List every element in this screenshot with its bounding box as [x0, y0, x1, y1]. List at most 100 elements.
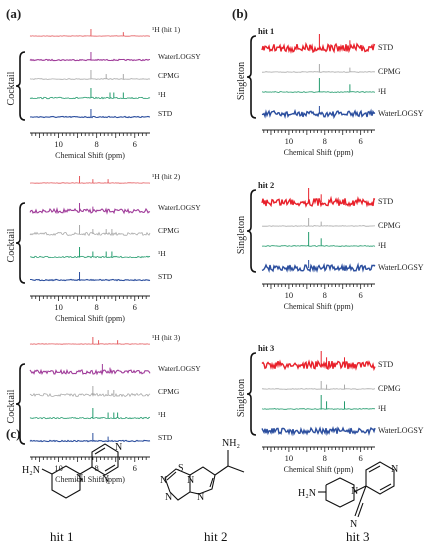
panel-a1: ¹H (hit 1) WaterLOGSY CPMG ¹H STD Cocktail 10 8… — [6, 25, 201, 160]
b1-h1-trace-baseline — [261, 91, 376, 93]
b1-waterlogsy-label: WaterLOGSY — [378, 109, 424, 118]
a2-h1-trace-baseline — [29, 255, 151, 259]
b2-tick-label-6: 6 — [359, 290, 363, 300]
a2-x-label: Chemical Shift (ppm) — [55, 314, 125, 323]
b1-h1-label: ¹H — [378, 87, 386, 96]
b1-tick-label-10: 10 — [285, 136, 294, 146]
hit1-amine-label: H₂N — [22, 465, 40, 476]
b2-tick-label-8: 8 — [323, 290, 327, 300]
panel-a3: ¹H (hit 3) WaterLOGSY CPMG ¹H STD Cocktail 10 8… — [6, 333, 201, 484]
a2-tick-label-10: 10 — [54, 302, 63, 312]
hit3-name: hit 3 — [346, 529, 369, 544]
structure-hit2 — [164, 450, 245, 501]
panel-a2: ¹H (hit 2) WaterLOGSY CPMG ¹H STD Cocktail 10 8… — [6, 172, 201, 323]
a1-tick-label-10: 10 — [54, 139, 63, 149]
b1-tick-label-8: 8 — [323, 136, 327, 146]
a3-h1-trace-baseline — [29, 416, 151, 420]
a3-cpmg-label: CPMG — [158, 387, 180, 396]
panel-b2: STD CPMG ¹H WaterLOGSY hit 2 Singleton 10 8 6 Che… — [236, 180, 424, 311]
a3-ref-label: ¹H (hit 3) — [152, 333, 181, 342]
b1-group-label: Singleton — [236, 62, 247, 100]
b1-cpmg-label: CPMG — [378, 67, 401, 76]
b3-tick-label-8: 8 — [323, 453, 327, 463]
b3-waterlogsy-trace-baseline — [261, 426, 376, 437]
a1-cpmg-label: CPMG — [158, 71, 180, 80]
a3-waterlogsy-label: WaterLOGSY — [158, 364, 201, 373]
a1-h1-trace-baseline — [29, 96, 151, 100]
a1-h1-label: ¹H — [158, 90, 166, 99]
hit1-n2-label: N — [115, 442, 122, 453]
a3-h1-label: ¹H — [158, 410, 166, 419]
b3-cpmg-label: CPMG — [378, 384, 401, 393]
a2-std-trace-baseline — [30, 278, 151, 282]
panel-b1: STD CPMG ¹H WaterLOGSY hit 1 Singleton 10 8 6 Che… — [236, 26, 424, 157]
a3-std-label: STD — [158, 433, 173, 442]
a2-cpmg-trace-baseline — [29, 231, 151, 237]
structures-panel — [41, 443, 395, 518]
a1-ref-label: ¹H (hit 1) — [152, 25, 181, 34]
b2-waterlogsy-label: WaterLOGSY — [378, 263, 424, 272]
a1-x-label: Chemical Shift (ppm) — [55, 151, 125, 160]
a1-waterlogsy-label: WaterLOGSY — [158, 52, 201, 61]
hit1-n3-label: N — [102, 474, 109, 485]
hit1-name: hit 1 — [50, 529, 73, 544]
b3-std-label: STD — [378, 360, 393, 369]
hit3-amine-label: H₂N — [298, 488, 316, 499]
a1-group-label: Cocktail — [6, 71, 17, 105]
a1-tick-label-6: 6 — [133, 139, 137, 149]
a3-group-label: Cocktail — [6, 389, 17, 423]
a3-cpmg-trace-baseline — [29, 392, 151, 398]
hit3-nitrile-label: N — [350, 519, 357, 530]
spectra-layer: ¹H (hit 1) WaterLOGSY CPMG ¹H STD Cocktail 10 8… — [6, 25, 424, 484]
hit2-n1-label: N — [160, 475, 167, 486]
b2-std-label: STD — [378, 197, 393, 206]
hit3-n2-label: N — [391, 464, 398, 475]
b2-group-label: Singleton — [236, 216, 247, 254]
panel-label-a: (a) — [6, 6, 21, 21]
b3-x-label: Chemical Shift (ppm) — [284, 465, 354, 474]
b2-h1-label: ¹H — [378, 241, 386, 250]
b2-x-label: Chemical Shift (ppm) — [284, 302, 354, 311]
a3-x-label: Chemical Shift (ppm) — [55, 475, 125, 484]
a1-cpmg-trace-baseline — [29, 78, 151, 80]
a3-tick-label-6: 6 — [133, 463, 137, 473]
b3-tick-label-6: 6 — [359, 453, 363, 463]
a2-brace — [15, 202, 26, 284]
panel-b3: STD CPMG ¹H WaterLOGSY hit 3 Singleton 10 8 6 Che… — [236, 343, 424, 474]
a2-tick-label-8: 8 — [95, 302, 99, 312]
a2-cpmg-label: CPMG — [158, 226, 180, 235]
hit2-amine-label: NH₂ — [222, 438, 240, 449]
panel-label-c: (c) — [6, 426, 20, 441]
a2-waterlogsy-label: WaterLOGSY — [158, 203, 201, 212]
a3-brace — [15, 363, 26, 445]
a1-waterlogsy-trace-baseline — [29, 58, 151, 62]
b2-tick-label-10: 10 — [285, 290, 294, 300]
b2-cpmg-label: CPMG — [378, 221, 401, 230]
b3-brace — [246, 352, 257, 436]
hit1-n1-label: N — [76, 473, 83, 484]
b1-brace — [246, 35, 257, 119]
b3-tick-label-10: 10 — [285, 453, 294, 463]
a2-waterlogsy-trace-baseline — [29, 206, 151, 215]
a2-group-label: Cocktail — [6, 228, 17, 262]
structure-hit1 — [41, 443, 119, 499]
b1-hit-label: hit 1 — [258, 26, 274, 36]
hit2-n3-label: N — [187, 475, 194, 486]
hit3-n1-label: N — [351, 486, 358, 497]
hit2-name: hit 2 — [204, 529, 227, 544]
b1-std-label: STD — [378, 43, 393, 52]
a1-tick-label-8: 8 — [95, 139, 99, 149]
b1-cpmg-trace-baseline — [262, 71, 376, 73]
a1-std-label: STD — [158, 109, 173, 118]
a2-tick-label-6: 6 — [133, 302, 137, 312]
hit2-s-label: S — [178, 463, 184, 474]
a3-waterlogsy-trace-baseline — [29, 368, 151, 376]
b3-h1-label: ¹H — [378, 404, 386, 413]
a3-tick-label-10: 10 — [54, 463, 63, 473]
a1-brace — [15, 51, 26, 121]
b1-tick-label-6: 6 — [359, 136, 363, 146]
b2-brace — [246, 189, 257, 273]
b1-std-trace-baseline — [261, 41, 376, 54]
b2-cpmg-trace-baseline — [261, 225, 375, 227]
